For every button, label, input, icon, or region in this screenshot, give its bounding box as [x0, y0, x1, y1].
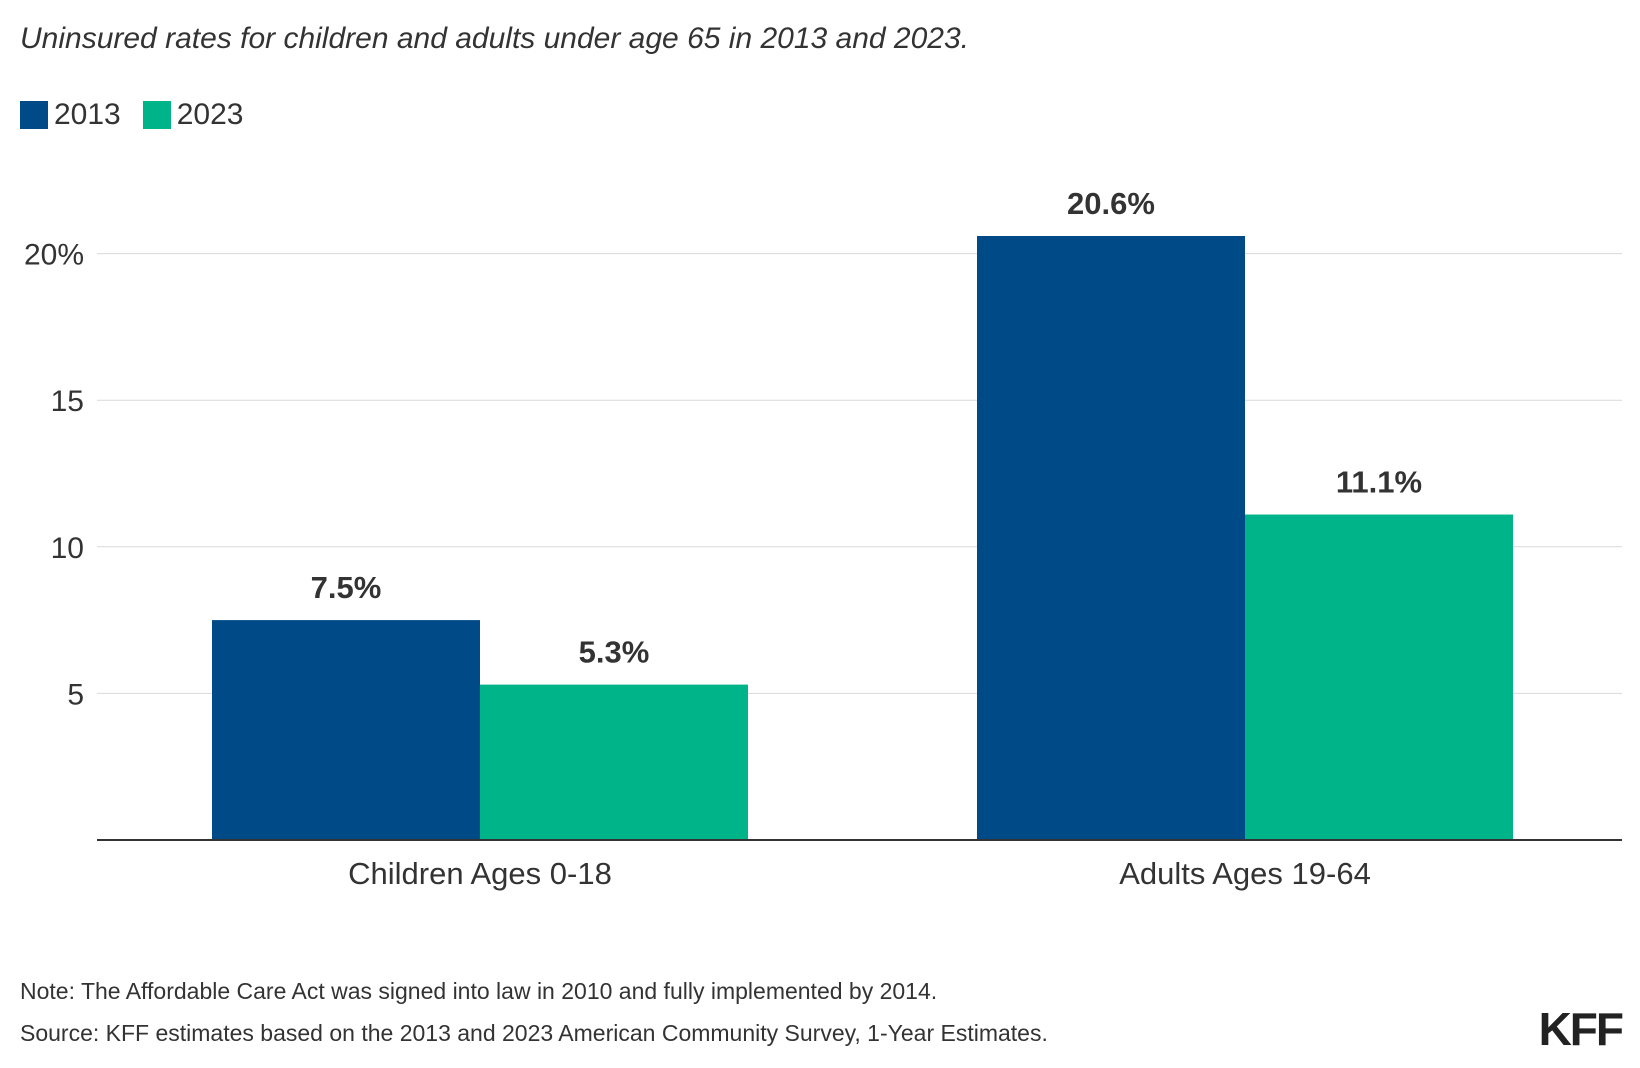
x-tick-label-1: Adults Ages 19-64	[1119, 856, 1371, 891]
y-tick-label-15: 15	[51, 385, 84, 418]
footnote: Note: The Affordable Care Act was signed…	[20, 978, 938, 1004]
source-note: Source: KFF estimates based on the 2013 …	[20, 1020, 1048, 1046]
chart-subtitle: Uninsured rates for children and adults …	[20, 22, 969, 55]
kff-logo: KFF	[1538, 1003, 1624, 1055]
bar-2023-1	[1245, 514, 1513, 840]
data-label-2013-0: 7.5%	[311, 570, 382, 605]
data-label-2013-1: 20.6%	[1067, 186, 1155, 221]
data-label-2023-1: 11.1%	[1336, 465, 1422, 500]
y-tick-label-10: 10	[51, 532, 84, 565]
x-tick-label-0: Children Ages 0-18	[348, 856, 612, 891]
legend-label-2023: 2023	[176, 98, 244, 131]
bar-2013-0	[212, 620, 480, 840]
legend-swatch-2013	[20, 101, 48, 129]
legend-item-2023: 2023	[142, 98, 244, 132]
y-tick-label-5: 5	[67, 678, 84, 711]
bar-chart: 5 10 15 20% 7.5% 5.3% Children Ages 0-18 20.6% 1…	[24, 186, 1622, 891]
bar-2023-0	[480, 684, 748, 840]
legend-swatch-2023	[142, 101, 171, 129]
data-label-2023-0: 5.3%	[579, 635, 650, 670]
bar-2013-1	[977, 236, 1245, 840]
y-tick-label-20: 20%	[24, 239, 84, 272]
legend: 2013 2023	[20, 98, 266, 132]
legend-item-2013: 2013	[20, 98, 121, 132]
legend-label-2013: 2013	[54, 98, 121, 131]
